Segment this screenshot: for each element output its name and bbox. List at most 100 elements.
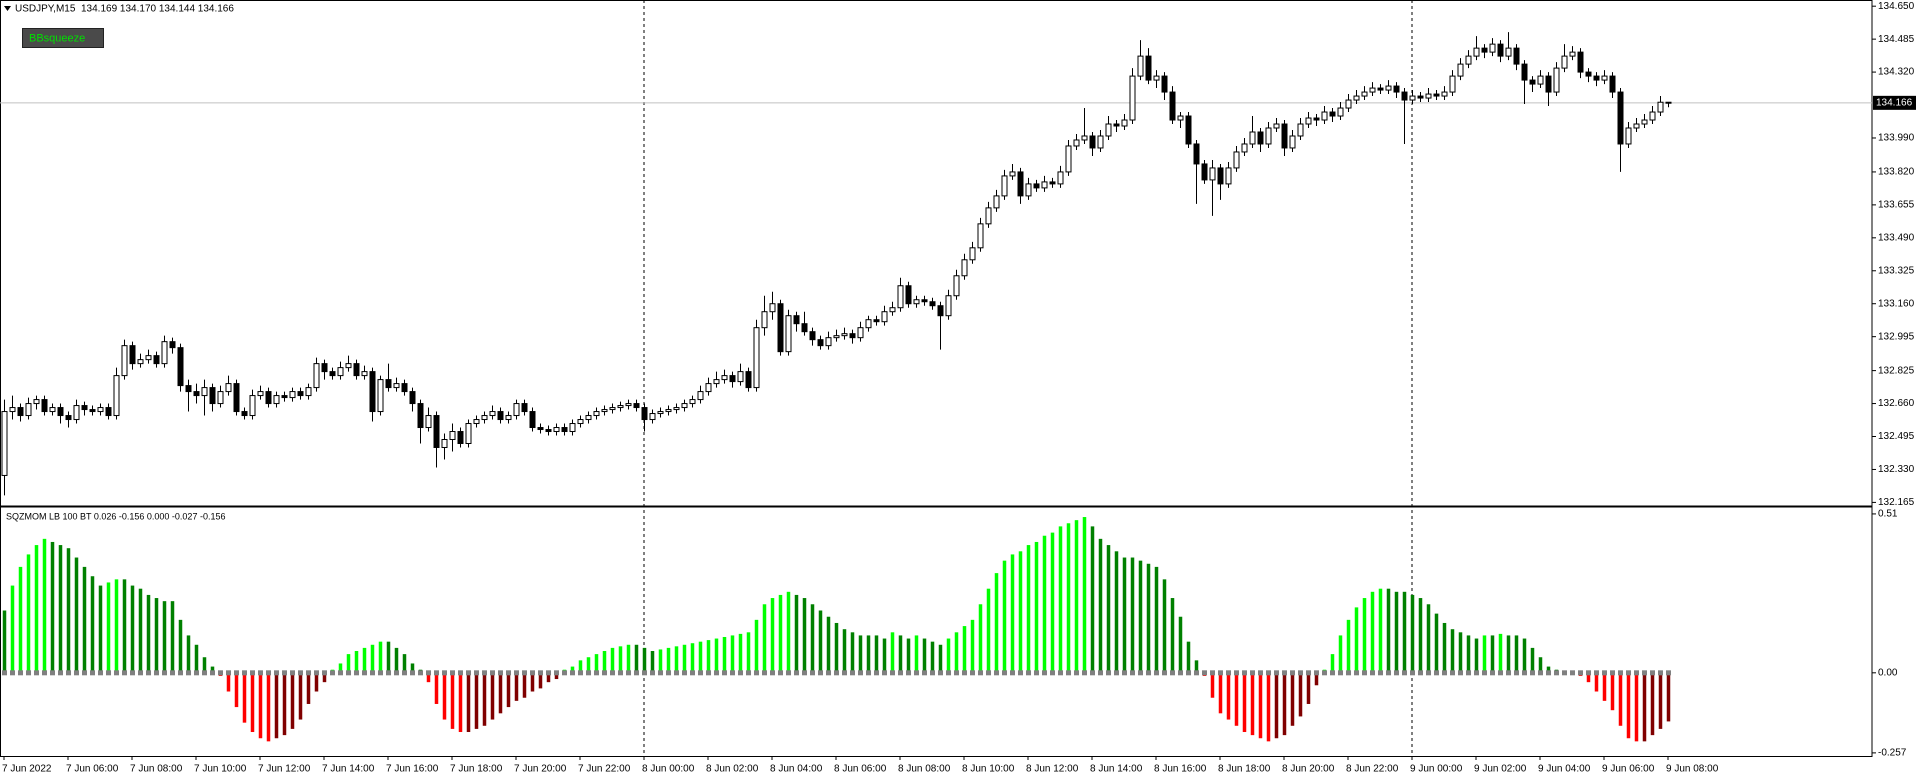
- menu-triangle[interactable]: [4, 6, 11, 11]
- candle-body: [1321, 111, 1328, 121]
- candle-body: [1489, 43, 1496, 53]
- zero-dot: [770, 670, 775, 676]
- candle-body: [1433, 93, 1440, 97]
- momentum-bar: [1234, 672, 1239, 726]
- candle-body: [313, 363, 320, 389]
- zero-dot: [386, 670, 391, 676]
- momentum-bar: [1082, 517, 1087, 673]
- zero-dot: [1658, 670, 1663, 676]
- momentum-bar: [642, 647, 647, 673]
- candle-body: [601, 409, 608, 413]
- candle-body: [889, 307, 896, 313]
- momentum-bar: [994, 573, 999, 673]
- zero-dot: [554, 670, 559, 676]
- momentum-bar: [1138, 560, 1143, 673]
- momentum-bar: [1274, 672, 1279, 739]
- candle-body: [1561, 55, 1568, 69]
- candle-body: [273, 395, 280, 405]
- candle-body: [241, 411, 248, 417]
- momentum-bar: [442, 672, 447, 720]
- candle-body: [617, 405, 624, 409]
- candle-body: [1401, 91, 1408, 101]
- zero-dot: [618, 670, 623, 676]
- zero-dot: [178, 670, 183, 676]
- candle-body: [1353, 95, 1360, 101]
- x-tick-label: 8 Jun 10:00: [962, 764, 1015, 775]
- candle-body: [1609, 75, 1616, 93]
- candle-body: [1513, 47, 1520, 65]
- momentum-bar: [1658, 672, 1663, 729]
- zero-dot: [1322, 670, 1327, 676]
- momentum-bar: [370, 644, 375, 673]
- zero-dot: [1394, 670, 1399, 676]
- zero-dot: [610, 670, 615, 676]
- candle-body: [1121, 119, 1128, 127]
- candle-body: [577, 419, 584, 425]
- zero-dot: [954, 670, 959, 676]
- zero-dot: [922, 670, 927, 676]
- momentum-bar: [1642, 672, 1647, 742]
- zero-dot: [1530, 670, 1535, 676]
- momentum-bar: [1122, 557, 1127, 673]
- momentum-bar: [1154, 566, 1159, 673]
- momentum-bar: [1330, 654, 1335, 673]
- zero-dot: [1066, 670, 1071, 676]
- y-tick-label: 132.495: [1878, 431, 1915, 442]
- button-box[interactable]: [22, 28, 104, 48]
- candle-body: [1185, 115, 1192, 145]
- x-tick-label: 7 Jun 20:00: [514, 764, 567, 775]
- momentum-bar: [970, 619, 975, 673]
- zero-dot: [114, 670, 119, 676]
- candle-body: [1033, 183, 1040, 189]
- candle-body: [737, 371, 744, 383]
- candle-body: [985, 207, 992, 225]
- candle-body: [1657, 101, 1664, 113]
- zero-dot: [458, 670, 463, 676]
- candle-body: [1577, 51, 1584, 73]
- candle-body: [1369, 87, 1376, 93]
- candle-body: [1553, 67, 1560, 93]
- momentum-bar: [90, 576, 95, 673]
- momentum-bar: [1402, 591, 1407, 673]
- momentum-bar: [314, 672, 319, 692]
- y-tick-label: 133.990: [1878, 133, 1915, 144]
- momentum-bar: [506, 672, 511, 708]
- momentum-bar: [1338, 635, 1343, 673]
- zero-dot: [1562, 670, 1567, 676]
- x-tick-label: 7 Jun 10:00: [194, 764, 247, 775]
- momentum-bar: [522, 672, 527, 698]
- momentum-bar: [26, 554, 31, 673]
- candle-body: [937, 305, 944, 317]
- candle-body: [849, 333, 856, 339]
- momentum-bar: [458, 672, 463, 733]
- momentum-bar: [98, 585, 103, 673]
- candle-body: [1081, 135, 1088, 141]
- candle-body: [1025, 183, 1032, 197]
- candle-body: [1169, 91, 1176, 121]
- zero-dot: [466, 670, 471, 676]
- momentum-bar: [1530, 647, 1535, 673]
- candle-body: [817, 339, 824, 347]
- zero-dot: [1090, 670, 1095, 676]
- candle-body: [1017, 171, 1024, 197]
- zero-dot: [698, 670, 703, 676]
- momentum-bar: [1522, 638, 1527, 673]
- momentum-bar: [690, 643, 695, 673]
- x-tick-label: 8 Jun 06:00: [834, 764, 887, 775]
- momentum-bar: [1634, 672, 1639, 742]
- button-label[interactable]: BBsqueeze: [29, 32, 85, 44]
- zero-dot: [146, 670, 151, 676]
- momentum-bar: [258, 672, 263, 739]
- zero-dot: [1218, 670, 1223, 676]
- momentum-bar: [1514, 635, 1519, 673]
- candle-body: [337, 367, 344, 377]
- candle-body: [433, 415, 440, 448]
- bbsqueeze-button[interactable]: BBsqueeze: [22, 28, 104, 48]
- momentum-bar: [1626, 672, 1631, 739]
- candle-body: [1361, 91, 1368, 97]
- zero-dot: [1130, 670, 1135, 676]
- candle-body: [1137, 55, 1144, 77]
- zero-dot: [586, 670, 591, 676]
- momentum-bar: [898, 635, 903, 673]
